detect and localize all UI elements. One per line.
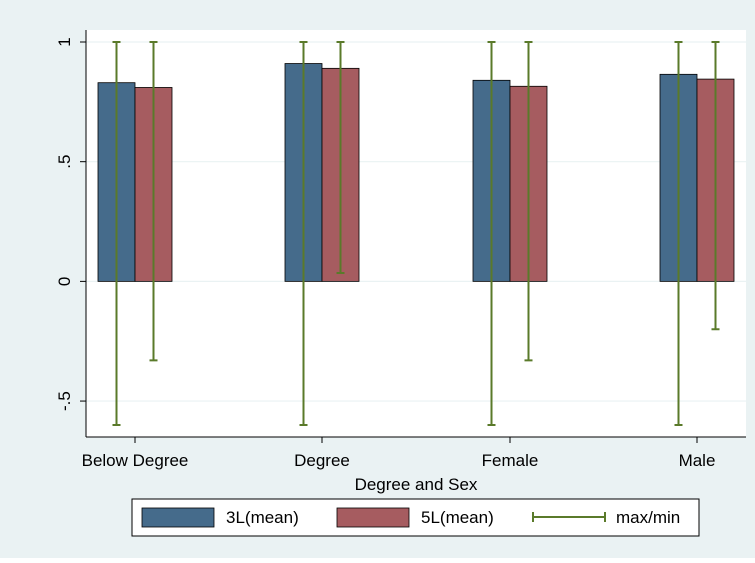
x-tick-label-female: Female — [482, 451, 539, 470]
x-tick-label-male: Male — [679, 451, 716, 470]
plot-area — [86, 30, 746, 437]
axes: -.5 0 .5 1 Below Degree Degree Female Male — [55, 30, 746, 470]
y-tick-label: 1 — [55, 37, 74, 46]
y-tick-label: -.5 — [55, 391, 74, 411]
x-axis-title: Degree and Sex — [355, 475, 478, 494]
legend-box — [131, 498, 700, 537]
legend-swatch-3l-mean — [141, 507, 215, 528]
x-tick-label-degree: Degree — [294, 451, 350, 470]
grid-lines — [86, 41, 746, 402]
legend-label-3l-mean: 3L(mean) — [226, 508, 299, 527]
legend-label-5l-mean: 5L(mean) — [421, 508, 494, 527]
y-tick-label: .5 — [55, 155, 74, 169]
legend-swatch-5l-mean — [336, 507, 410, 528]
x-tick-label-below-degree: Below Degree — [82, 451, 189, 470]
legend-range-key — [532, 512, 606, 522]
y-tick-label: 0 — [55, 277, 74, 286]
legend-label-max-min: max/min — [616, 508, 680, 527]
legend: 3L(mean) 5L(mean) max/min — [131, 498, 700, 537]
range-spikes — [112, 41, 720, 426]
